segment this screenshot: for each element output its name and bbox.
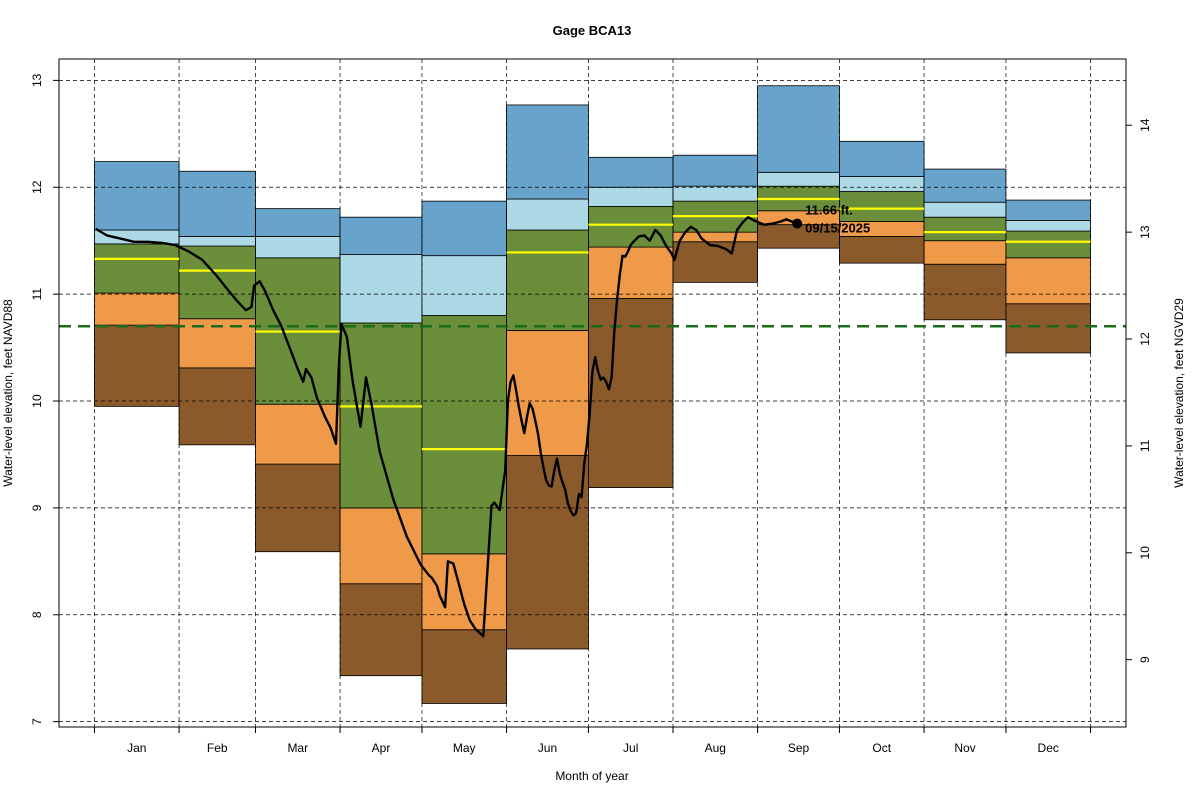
band-jun-2 (506, 330, 589, 456)
band-dec-2 (1005, 257, 1091, 305)
band-dec-5 (1005, 199, 1091, 221)
band-jun-1 (506, 455, 589, 650)
band-nov-3 (923, 216, 1007, 242)
band-sep-4 (757, 171, 840, 187)
band-jul-3 (588, 206, 674, 248)
right-axis-tick-label: 12 (1138, 332, 1152, 346)
band-jun-4 (506, 198, 589, 231)
bands-layer (94, 85, 1091, 704)
x-axis: Jan Feb Mar Apr May Jun Jul Aug Sep Oct Nov Dec (93, 726, 1092, 755)
grid-layer (59, 59, 1126, 727)
right-axis-tick-label: 10 (1138, 546, 1152, 560)
band-jun-5 (506, 104, 589, 200)
band-may-4 (421, 255, 507, 316)
x-axis-tick-label-jan: Jan (127, 741, 146, 755)
x-axis-tick-label-apr: Apr (372, 741, 391, 755)
band-oct-1 (839, 236, 925, 264)
band-apr-5 (339, 216, 423, 255)
right-axis-tick-label: 13 (1138, 225, 1152, 239)
band-mar-4 (255, 236, 341, 259)
band-aug-1 (672, 241, 758, 283)
band-mar-5 (255, 208, 341, 237)
x-axis-tick-label-nov: Nov (954, 741, 975, 755)
current-value-label: 11.66 ft. (805, 203, 853, 218)
band-nov-1 (923, 263, 1007, 321)
x-axis-tick-label-feb: Feb (207, 741, 228, 755)
band-dec-1 (1005, 303, 1091, 354)
band-jan-5 (94, 161, 180, 231)
band-aug-5 (672, 154, 758, 187)
left-axis-tick-label: 7 (30, 718, 44, 725)
band-aug-4 (672, 185, 758, 202)
band-jul-4 (588, 186, 674, 207)
x-axis-label: Month of year (555, 769, 628, 783)
band-jan-2 (94, 292, 180, 326)
band-apr-4 (339, 254, 423, 324)
band-jun-3 (506, 229, 589, 331)
right-axis-tick-label: 14 (1138, 118, 1152, 132)
left-axis-tick-label: 10 (30, 394, 44, 408)
left-axis-tick-label: 8 (30, 611, 44, 618)
band-feb-1 (178, 367, 256, 446)
band-jan-3 (94, 243, 180, 294)
band-oct-5 (839, 140, 925, 177)
band-apr-1 (339, 583, 423, 677)
band-may-2 (421, 553, 507, 631)
chart-title: Gage BCA13 (553, 23, 632, 38)
x-axis-tick-label-may: May (453, 741, 476, 755)
right-axis-tick-label: 11 (1138, 439, 1152, 452)
band-feb-5 (178, 170, 256, 237)
band-sep-5 (757, 85, 840, 173)
left-axis-tick-label: 11 (30, 288, 44, 301)
band-apr-3 (339, 322, 423, 509)
left-axis-tick-label: 9 (30, 504, 44, 511)
band-may-1 (421, 629, 507, 704)
band-nov-5 (923, 168, 1007, 203)
band-jul-5 (588, 156, 674, 188)
left-axis: 7 8 9 10 11 12 13 (30, 73, 60, 725)
x-axis-tick-label-dec: Dec (1038, 741, 1059, 755)
x-axis-tick-label-sep: Sep (788, 741, 810, 755)
x-axis-tick-label-jul: Jul (623, 741, 638, 755)
band-dec-3 (1005, 230, 1091, 259)
current-point-marker (792, 218, 803, 229)
x-axis-tick-label-oct: Oct (872, 741, 891, 755)
band-mar-2 (255, 403, 341, 465)
medians-layer (94, 197, 1091, 451)
band-dec-4 (1005, 219, 1091, 232)
y-axis-label-left: Water-level elevation, feet NAVD88 (1, 299, 15, 487)
right-axis: 9 10 11 12 13 14 (1125, 118, 1152, 663)
band-nov-2 (923, 240, 1007, 265)
x-axis-tick-label-jun: Jun (538, 741, 557, 755)
current-date-label: 09/15/2025 (805, 221, 870, 236)
band-oct-4 (839, 176, 925, 192)
right-axis-tick-label: 9 (1138, 656, 1152, 663)
band-feb-4 (178, 236, 256, 247)
band-may-3 (421, 315, 507, 555)
band-jan-1 (94, 324, 180, 407)
band-nov-4 (923, 201, 1007, 218)
band-jul-1 (588, 298, 674, 488)
band-may-5 (421, 200, 507, 257)
band-apr-2 (339, 507, 423, 585)
left-axis-tick-label: 12 (30, 180, 44, 194)
observed-water-level-line (95, 216, 798, 638)
left-axis-tick-label: 13 (30, 73, 44, 87)
band-jul-2 (588, 246, 674, 299)
x-axis-tick-label-aug: Aug (705, 741, 726, 755)
x-axis-tick-label-mar: Mar (287, 741, 308, 755)
y-axis-label-right: Water-level elevation, feet NGVD29 (1172, 298, 1186, 488)
